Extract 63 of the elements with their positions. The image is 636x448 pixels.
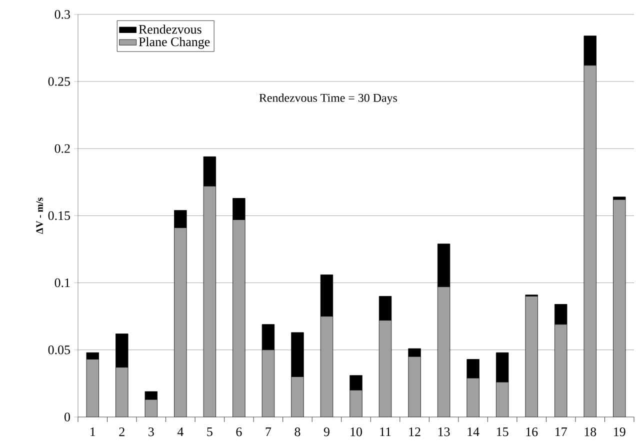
x-tick-label: 18: [584, 428, 596, 436]
bar: [291, 332, 304, 377]
bar: [232, 198, 246, 220]
bar: [174, 228, 187, 417]
bar: [291, 376, 304, 417]
y-axis-title: ΔV - m/s: [36, 198, 43, 234]
x-tick-label: 19: [614, 427, 626, 436]
bar: [86, 359, 99, 417]
bar: [496, 382, 509, 417]
bar: [203, 186, 216, 417]
y-tick-label: 0.1: [54, 278, 70, 288]
bar: [320, 274, 334, 317]
bar: [584, 65, 596, 417]
y-tick-label: 0.25: [48, 77, 70, 86]
annotation: Rendezvous Time = 30 Days: [259, 94, 397, 104]
bar: [437, 286, 450, 417]
x-tick-label: 4: [177, 427, 184, 436]
x-tick-label: 1: [90, 427, 96, 436]
bar: [437, 244, 450, 288]
x-tick-label: 5: [207, 427, 212, 436]
legend-label: Plane Change: [138, 37, 210, 49]
bar: [496, 352, 509, 382]
bar: [408, 348, 421, 357]
bar: [320, 316, 334, 417]
bar: [232, 220, 246, 417]
bar: [466, 378, 480, 417]
x-tick-label: 15: [496, 427, 508, 436]
x-tick-label: 17: [556, 427, 567, 436]
x-tick-label: 9: [324, 427, 330, 436]
x-tick-label: 16: [526, 427, 538, 436]
bar: [262, 324, 275, 350]
x-tick-label: 3: [148, 427, 154, 436]
y-tick-label: 0.15: [48, 211, 70, 220]
x-tick-label: 2: [119, 427, 124, 436]
bar: [144, 391, 158, 400]
bar: [116, 334, 128, 368]
x-tick-label: 14: [468, 427, 480, 436]
bar: [466, 359, 480, 378]
x-tick-label: 7: [266, 427, 272, 436]
bar: [116, 367, 128, 417]
bar: [350, 375, 362, 390]
x-tick-label: 11: [380, 427, 391, 436]
x-tick-label: 6: [236, 427, 242, 436]
bar: [262, 350, 275, 417]
bar: [613, 199, 626, 417]
x-tick-label: 13: [438, 427, 450, 436]
bar: [525, 296, 538, 417]
y-tick-label: 0.3: [54, 10, 70, 19]
bar: [174, 210, 187, 228]
y-tick-label: 0: [64, 412, 70, 422]
bar: [554, 324, 568, 417]
x-tick-label: 12: [409, 427, 420, 436]
bar: [378, 320, 392, 417]
bar: [408, 356, 421, 417]
bar: [350, 390, 362, 417]
bar: [203, 156, 216, 186]
legend-label: Rendezvous: [138, 24, 202, 34]
bar: [554, 304, 568, 325]
bar: [378, 296, 392, 321]
x-tick-label: 10: [350, 428, 362, 436]
y-tick-label: 0.2: [54, 144, 70, 153]
y-tick-label: 0.05: [48, 346, 70, 354]
x-tick-label: 8: [294, 428, 300, 436]
